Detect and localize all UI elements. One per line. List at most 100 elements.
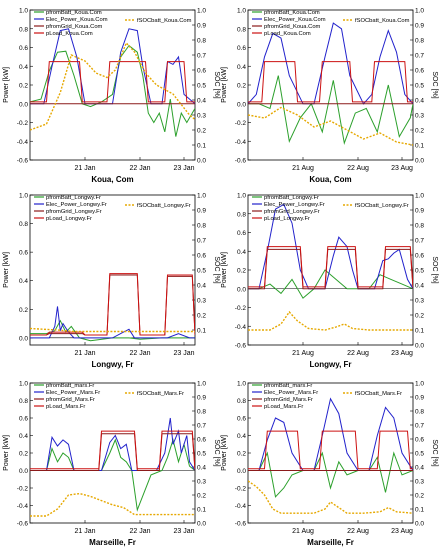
y2-tick-label: 0.9 — [197, 23, 206, 30]
y2-tick-label: 0.7 — [415, 238, 424, 245]
y2-tick-label: 0.8 — [197, 38, 206, 45]
y2-tick-label: 0.4 — [415, 465, 424, 472]
y-tick-label: 0.4 — [19, 433, 28, 440]
y-tick-label: -0.6 — [235, 343, 247, 350]
y-tick-label: -0.4 — [235, 503, 247, 510]
y2-tick-label: 1.0 — [197, 8, 206, 15]
y-tick-label: 1.0 — [19, 381, 28, 388]
x-tick-label: 23 Aug — [391, 350, 413, 357]
legend-label-soc: fSOCbatt_Koua.Com — [137, 18, 192, 24]
series-load-line — [30, 61, 195, 103]
series-batt-line — [248, 75, 413, 146]
legend-label-batt: pfromBatt_Longwy.Fr — [46, 195, 101, 201]
series-soc-line — [248, 106, 413, 146]
y-tick-label: -0.2 — [235, 486, 247, 493]
y2-tick-label: 0.9 — [415, 23, 424, 30]
series-elec-line — [30, 417, 195, 471]
y2-tick-label: 0.4 — [197, 465, 206, 472]
y2-tick-label: 0.8 — [415, 409, 424, 416]
y-tick-label: 0.2 — [19, 451, 28, 458]
y2-tick-label: 0.3 — [415, 298, 424, 305]
x-tick-label: 22 Jan — [129, 350, 150, 357]
y2-axis-title: SOC [%] — [213, 256, 220, 283]
y2-tick-label: 0.8 — [415, 223, 424, 230]
y2-tick-label: 0.4 — [415, 98, 424, 105]
x-tick-label: 23 Aug — [391, 165, 413, 172]
y-tick-label: 0.8 — [19, 26, 28, 33]
y2-tick-label: 0.1 — [415, 143, 424, 150]
y-tick-label: 0.2 — [237, 451, 246, 458]
y-tick-label: 0.4 — [19, 278, 28, 285]
series-elec-line — [248, 397, 413, 471]
y2-tick-label: 0.7 — [197, 423, 206, 430]
y-tick-label: 0.8 — [19, 221, 28, 228]
series-soc-line — [248, 480, 413, 514]
y2-tick-label: 0.5 — [415, 451, 424, 458]
x-tick-label: 23 Jan — [173, 165, 194, 172]
y-tick-label: -0.2 — [235, 120, 247, 127]
y2-tick-label: 0.9 — [197, 395, 206, 402]
y2-tick-label: 0.0 — [415, 158, 424, 165]
x-axis-title: Longwy, Fr — [309, 360, 351, 369]
x-tick-label: 23 Jan — [173, 350, 194, 357]
y-tick-label: 1.0 — [237, 8, 246, 15]
y2-tick-label: 0.1 — [197, 143, 206, 150]
y-tick-label: 0.0 — [237, 468, 246, 475]
y2-tick-label: 0.5 — [197, 83, 206, 90]
series-soc-line — [30, 492, 195, 517]
y2-tick-label: 0.2 — [415, 128, 424, 135]
y2-tick-label: 0.2 — [415, 313, 424, 320]
y-axis-title: Power [kW] — [3, 252, 10, 288]
series-load-line — [248, 246, 413, 288]
series-load-line — [248, 430, 413, 470]
y-tick-label: 0.0 — [19, 335, 28, 342]
y2-tick-label: 0.6 — [197, 253, 206, 260]
y2-axis-title: SOC [%] — [213, 71, 220, 98]
y2-axis-title: SOC [%] — [213, 439, 220, 466]
legend-label-elec: Elec_Power_Koua.Com — [264, 17, 326, 23]
chart-panel-4: -0.6 -0.4 -0.2 0.0 0.2 0.4 0.6 0.8 1.0 0.0 0.1 0.2 0… — [221, 193, 438, 370]
legend-label-elec: Elec_Power_Longwy.Fr — [264, 202, 325, 208]
y-tick-label: 1.0 — [237, 193, 246, 200]
x-tick-label: 22 Aug — [347, 528, 369, 535]
x-tick-label: 21 Aug — [292, 350, 314, 357]
legend-label-load: pLoad_Koua.Com — [264, 31, 311, 37]
y2-tick-label: 0.8 — [197, 223, 206, 230]
x-tick-label: 23 Aug — [391, 528, 413, 535]
x-axis-title: Koua, Com — [309, 175, 351, 184]
x-axis-title: Longwy, Fr — [91, 360, 133, 369]
y2-tick-label: 1.0 — [415, 193, 424, 200]
series-elec-line — [30, 306, 195, 339]
y2-tick-label: 0.9 — [415, 395, 424, 402]
y2-tick-label: 0.2 — [415, 493, 424, 500]
legend-label-elec: Elec_Power_Mars.Fr — [264, 390, 318, 396]
y2-tick-label: 0.2 — [197, 313, 206, 320]
x-tick-label: 23 Jan — [173, 528, 194, 535]
y2-tick-label: 0.2 — [197, 493, 206, 500]
y-tick-label: 0.2 — [237, 268, 246, 275]
y2-tick-label: 0.6 — [197, 68, 206, 75]
y-axis-title: Power [kW] — [3, 67, 10, 103]
chart-panel-2: -0.6 -0.4 -0.2 0.0 0.2 0.4 0.6 0.8 1.0 0.0 0.1 0.2 0… — [221, 8, 438, 185]
y2-tick-label: 0.0 — [415, 343, 424, 350]
y-tick-label: -0.4 — [235, 324, 247, 331]
series-elec-line — [248, 203, 413, 290]
legend-label-batt: pfromBatt_mars.Fr — [264, 383, 312, 389]
y-tick-label: -0.4 — [17, 139, 29, 146]
y-tick-label: 0.8 — [237, 26, 246, 33]
series-load-line — [30, 273, 195, 336]
x-tick-label: 21 Aug — [292, 528, 314, 535]
y2-tick-label: 0.9 — [197, 208, 206, 215]
y2-tick-label: 0.1 — [415, 507, 424, 514]
y-tick-label: -0.2 — [17, 486, 29, 493]
legend-label-batt: pfromBatt_Koua.Com — [264, 10, 320, 16]
series-elec-line — [30, 28, 195, 105]
series-load-line — [248, 61, 413, 103]
legend-label-load: pLoad_Koua.Com — [46, 31, 93, 37]
y-tick-label: 0.4 — [237, 433, 246, 440]
y2-tick-label: 0.0 — [197, 521, 206, 528]
chart-panel-3: 0.0 0.2 0.4 0.6 0.8 1.0 0.1 0.2 0.3 0.4 0.5 0.6 0.7 0… — [3, 193, 220, 370]
x-axis-title: Marseille, Fr — [307, 538, 354, 547]
series-soc-line — [30, 327, 195, 333]
